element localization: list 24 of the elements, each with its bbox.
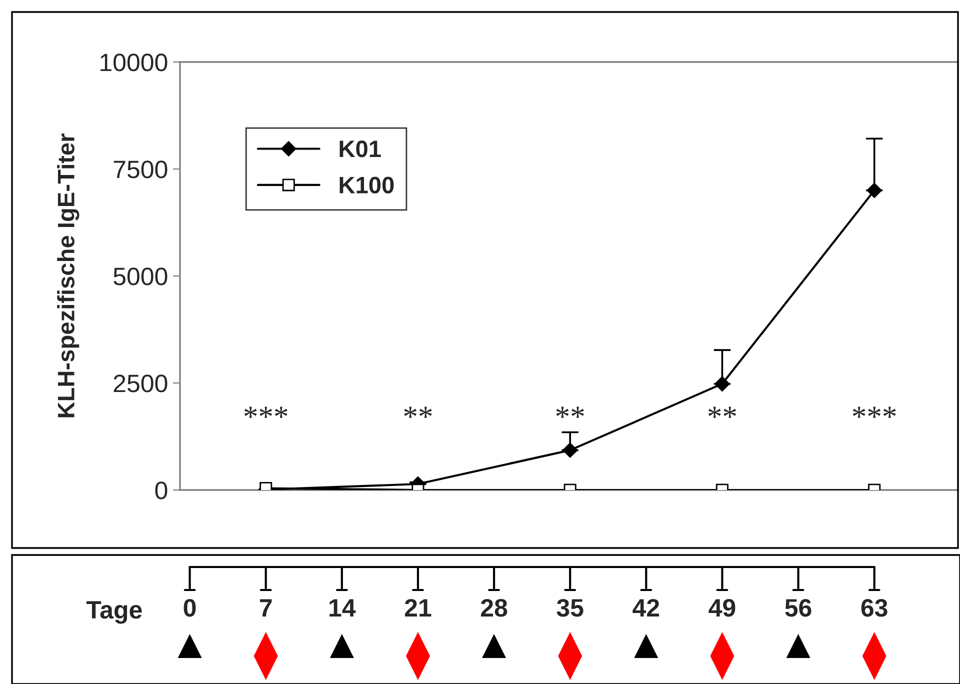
x-tick-label: 7 bbox=[260, 599, 272, 616]
y-tick-label: 7500 bbox=[114, 160, 168, 178]
legend-label: K100 bbox=[340, 176, 394, 194]
annotation: ** bbox=[404, 406, 432, 418]
annotation: ** bbox=[556, 406, 584, 418]
annotation: *** bbox=[852, 406, 896, 418]
y-tick-label: 5000 bbox=[114, 268, 168, 286]
x-tick-label: 14 bbox=[330, 599, 356, 616]
x-axis-title: Tage bbox=[86, 601, 142, 624]
y-tick-label: 0 bbox=[155, 482, 168, 500]
x-tick-label: 63 bbox=[861, 598, 888, 617]
y-axis-title: KLH-spezifische IgE-Titer bbox=[57, 134, 80, 418]
x-tick-label: 0 bbox=[184, 598, 196, 617]
annotation: ** bbox=[708, 406, 736, 418]
legend-label: K01 bbox=[340, 140, 381, 158]
annotation: *** bbox=[244, 406, 288, 418]
x-tick-label: 49 bbox=[708, 598, 736, 617]
x-tick-label: 42 bbox=[632, 598, 660, 616]
x-tick-label: 56 bbox=[785, 598, 812, 617]
x-tick-label: 28 bbox=[480, 598, 508, 617]
y-tick-label: 10000 bbox=[100, 54, 168, 72]
y-tick-label: 2500 bbox=[114, 374, 168, 392]
x-tick-label: 21 bbox=[404, 598, 432, 616]
x-tick-label: 35 bbox=[556, 598, 584, 617]
